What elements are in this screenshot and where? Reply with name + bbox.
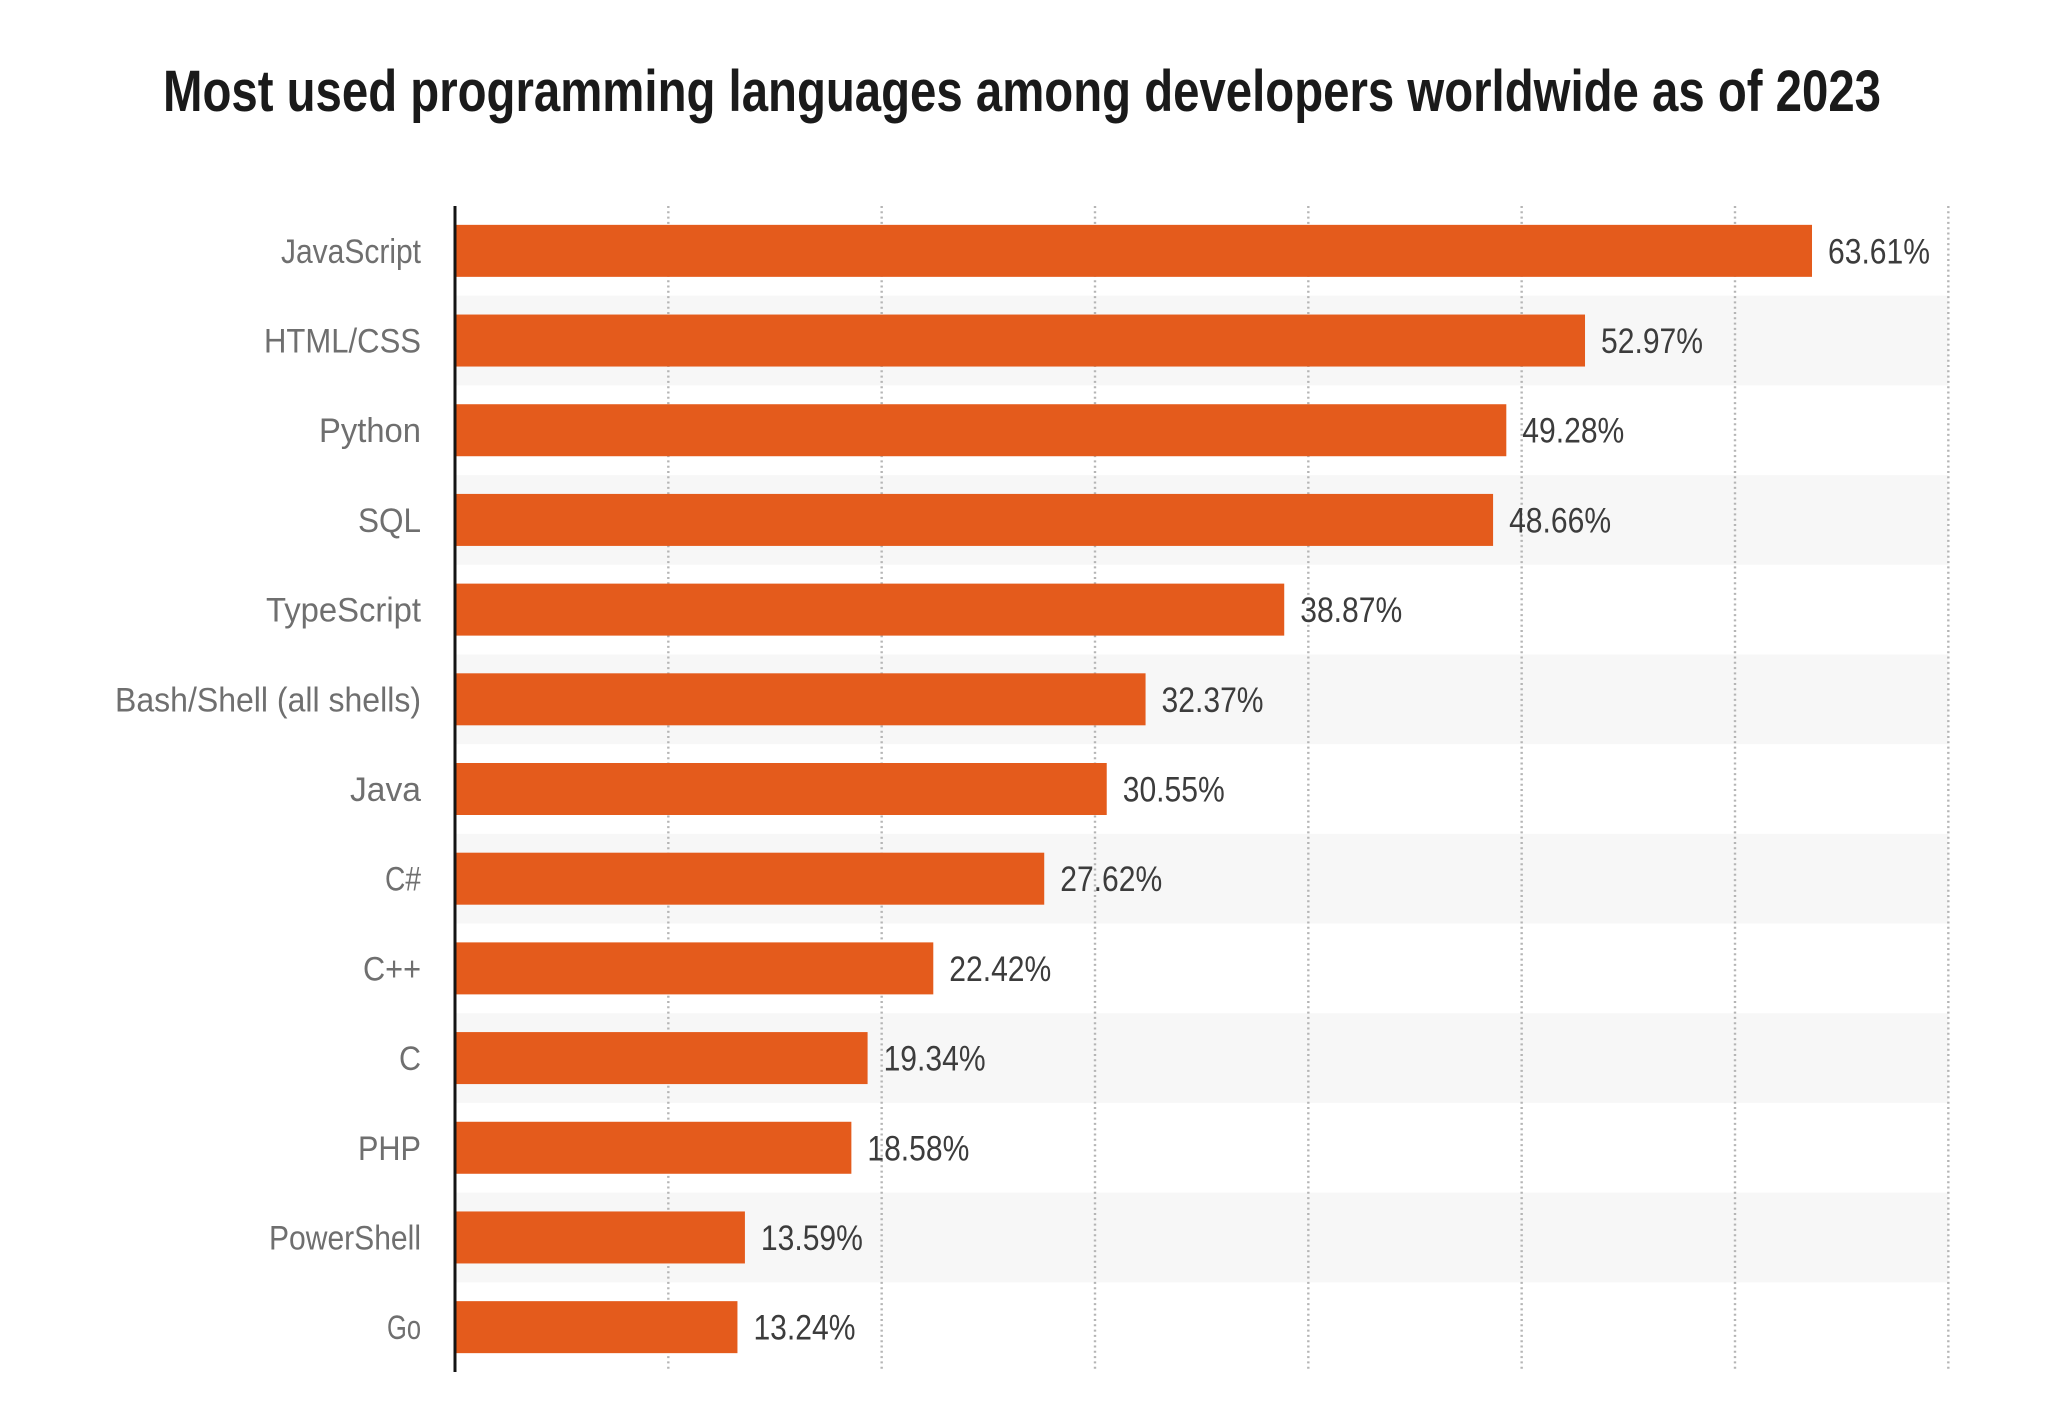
svg-text:C: C — [399, 1040, 421, 1078]
svg-text:Go: Go — [387, 1309, 421, 1347]
svg-text:Java: Java — [350, 771, 421, 809]
svg-text:C#: C# — [385, 861, 421, 899]
svg-text:32.37%: 32.37% — [1162, 681, 1264, 720]
svg-text:Python: Python — [319, 412, 421, 450]
svg-text:52.97%: 52.97% — [1601, 322, 1703, 361]
svg-text:30.55%: 30.55% — [1123, 771, 1225, 810]
svg-text:PowerShell: PowerShell — [269, 1219, 421, 1257]
svg-text:22.42%: 22.42% — [949, 950, 1051, 989]
svg-text:48.66%: 48.66% — [1509, 501, 1611, 540]
svg-text:C++: C++ — [363, 950, 421, 988]
svg-text:JavaScript: JavaScript — [281, 233, 421, 271]
svg-text:13.59%: 13.59% — [761, 1219, 863, 1258]
svg-text:HTML/CSS: HTML/CSS — [264, 323, 421, 361]
svg-text:PHP: PHP — [358, 1130, 421, 1168]
svg-text:38.87%: 38.87% — [1300, 591, 1402, 630]
svg-text:27.62%: 27.62% — [1060, 860, 1162, 899]
svg-text:19.34%: 19.34% — [884, 1040, 986, 1079]
svg-text:49.28%: 49.28% — [1522, 412, 1624, 451]
svg-text:Most used programming language: Most used programming languages among de… — [163, 59, 1881, 124]
svg-text:Bash/Shell (all shells): Bash/Shell (all shells) — [115, 681, 421, 719]
svg-text:63.61%: 63.61% — [1828, 232, 1930, 271]
svg-text:13.24%: 13.24% — [753, 1309, 855, 1348]
svg-text:TypeScript: TypeScript — [266, 592, 422, 630]
svg-text:SQL: SQL — [358, 502, 421, 540]
svg-text:18.58%: 18.58% — [867, 1129, 969, 1168]
